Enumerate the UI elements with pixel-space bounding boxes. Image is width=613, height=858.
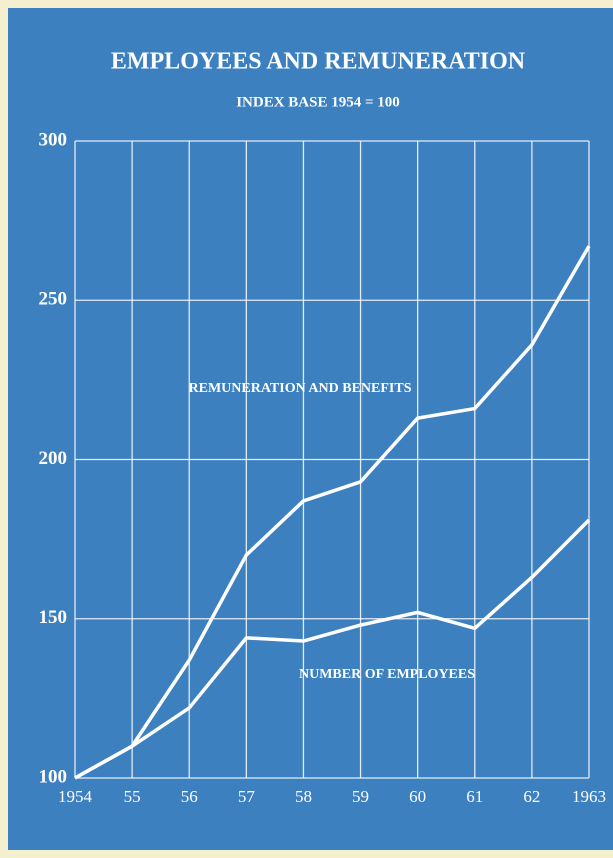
background [8,8,613,850]
y-tick-label: 200 [39,448,68,469]
y-tick-label: 150 [39,607,68,628]
series-label: REMUNERATION AND BENEFITS [189,381,412,396]
chart-title: EMPLOYEES AND REMUNERATION [111,49,526,75]
x-tick-label: 56 [181,787,198,806]
x-tick-label: 1954 [58,787,93,806]
x-tick-label: 57 [238,787,256,806]
x-tick-label: 55 [124,787,141,806]
chart-subtitle: INDEX BASE 1954 = 100 [236,94,400,110]
x-tick-label: 59 [352,787,369,806]
x-tick-label: 58 [295,787,312,806]
y-tick-label: 100 [39,766,68,787]
x-tick-label: 1963 [572,787,606,806]
series-line [74,245,591,780]
x-tick-label: 61 [466,787,483,806]
series-line [74,518,591,780]
y-tick-label: 300 [39,129,68,150]
x-tick-label: 60 [409,787,426,806]
series-label: NUMBER OF EMPLOYEES [299,667,475,682]
y-tick-label: 250 [39,289,68,310]
x-tick-label: 62 [523,787,540,806]
